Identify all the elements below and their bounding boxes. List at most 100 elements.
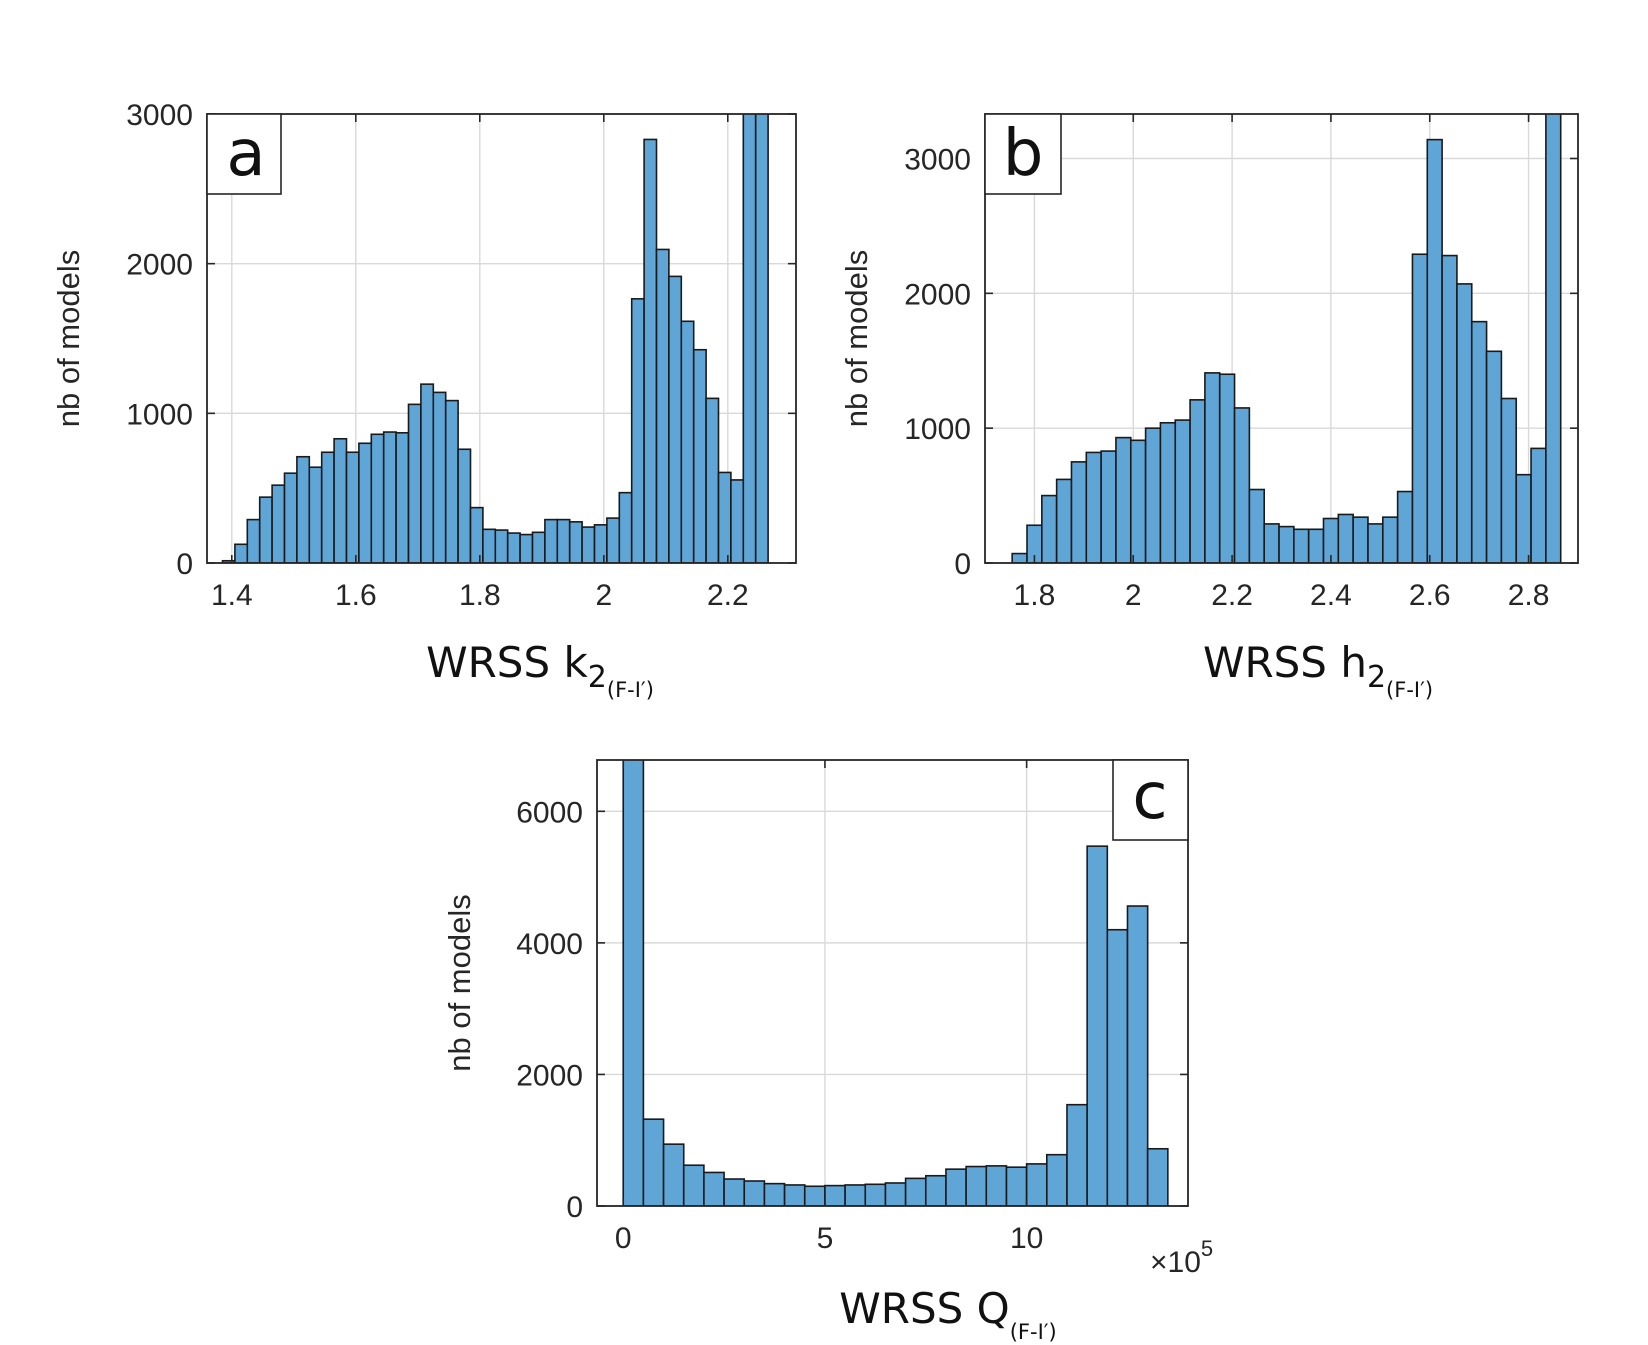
x-tick-label: 1.6: [335, 579, 377, 612]
histogram-bar: [662, 1143, 685, 1206]
histogram-bar: [1126, 905, 1149, 1206]
histogram-bar: [642, 1118, 665, 1206]
histogram-bar: [482, 528, 497, 563]
histogram-bar: [382, 431, 397, 563]
histogram-bar: [1106, 928, 1129, 1206]
histogram-bar: [370, 433, 385, 563]
histogram-bar: [1011, 552, 1028, 563]
histogram-bar: [643, 138, 658, 563]
bars: [221, 114, 769, 563]
axes-frame: [596, 759, 1189, 1207]
y-tick-label: 2000: [516, 1059, 583, 1092]
histogram-bar: [1055, 478, 1073, 563]
y-tick-label: 1000: [126, 398, 193, 431]
histogram-bar: [1530, 447, 1547, 563]
x-tick-label: 2.8: [1508, 579, 1550, 612]
histogram-bar: [1263, 523, 1280, 563]
histogram-bar: [606, 517, 621, 563]
histogram-bar: [622, 760, 645, 1206]
x-axis-label: WRSS h2(F-I′): [1203, 638, 1433, 702]
histogram-bar: [1085, 451, 1102, 563]
histogram-bar: [904, 1177, 927, 1206]
histogram-bar: [1500, 397, 1518, 563]
histogram-bar: [308, 466, 323, 563]
y-tick-label: 3000: [126, 99, 193, 132]
histogram-bar: [1070, 461, 1088, 563]
x-tick-label: 2.2: [1211, 579, 1253, 612]
histogram-bar: [568, 521, 583, 563]
histogram-bar: [763, 1182, 786, 1206]
histogram-bar: [1005, 1166, 1028, 1206]
y-tick-label: 4000: [516, 928, 583, 961]
x-axis-label: WRSS k2(F-I′): [426, 638, 654, 702]
histogram-bar: [1307, 528, 1325, 563]
histogram-bar: [1146, 1147, 1169, 1206]
histogram-bar: [333, 437, 348, 563]
histogram-bar: [730, 479, 745, 563]
histogram-bar: [844, 1184, 867, 1206]
histogram-bar: [457, 448, 472, 563]
histogram-bar: [420, 383, 435, 563]
histogram-bar: [1233, 407, 1251, 563]
y-tick-label: 6000: [516, 796, 583, 829]
histogram-bar: [743, 1180, 766, 1206]
panel-label-box: [1112, 759, 1189, 841]
histogram-bar: [271, 484, 286, 563]
x-tick-label: 10: [1010, 1222, 1043, 1255]
histogram-bar: [258, 496, 273, 563]
histogram-bar: [717, 471, 732, 563]
histogram-bar: [1066, 1103, 1088, 1206]
histogram-bar: [655, 248, 670, 563]
histogram-bar: [432, 391, 447, 563]
histogram-bar: [1086, 845, 1109, 1206]
histogram-bar: [1515, 473, 1532, 563]
histogram-bar: [1204, 372, 1221, 563]
histogram-bar: [296, 455, 311, 563]
x-axis-multiplier: ×105: [1150, 1236, 1213, 1279]
panel-label: a: [226, 117, 265, 191]
y-tick-label: 3000: [904, 143, 971, 176]
histogram-bar: [705, 397, 720, 563]
histogram-bar: [1352, 516, 1369, 563]
histogram-bar: [246, 518, 261, 563]
y-axis-label: nb of models: [839, 250, 874, 428]
axes-frame: [984, 113, 1579, 564]
histogram-bar: [1470, 320, 1488, 563]
panel-c: 0 5 10 0 2000 4000 6000 nb of models WRSS Q(F-I′…: [442, 759, 1213, 1344]
x-tick-label: 2.4: [1310, 579, 1352, 612]
y-tick-label: 2000: [126, 249, 193, 282]
histogram-bar: [668, 275, 683, 563]
axes-frame: [206, 113, 797, 564]
histogram-bar: [358, 442, 373, 563]
y-tick-label: 1000: [904, 413, 971, 446]
histogram-bar: [864, 1183, 887, 1206]
histogram-bar: [630, 298, 645, 563]
histogram-bar: [783, 1184, 806, 1206]
histogram-bar: [803, 1185, 826, 1206]
y-tick-label: 2000: [904, 278, 971, 311]
panel-label-box: [206, 113, 282, 195]
histogram-bar: [1382, 516, 1399, 563]
y-axis-label: nb of models: [51, 250, 86, 428]
histogram-bar: [494, 529, 509, 563]
histogram-bar: [1129, 439, 1147, 563]
histogram-bar: [1115, 436, 1132, 563]
histogram-bar: [469, 506, 484, 563]
x-tick-label: 1.4: [211, 579, 253, 612]
histogram-bar: [682, 1164, 705, 1206]
histogram-bar: [407, 403, 422, 563]
histogram-bar: [593, 524, 608, 563]
histogram-bar: [1426, 138, 1443, 563]
histogram-bar: [754, 114, 769, 563]
histogram-bar: [1367, 523, 1384, 563]
histogram-bar: [556, 518, 571, 563]
histogram-bar: [519, 533, 534, 563]
y-tick-label: 0: [176, 548, 193, 581]
x-tick-label: 5: [817, 1222, 834, 1255]
panel-b: 1.8 2 2.2 2.4 2.6 2.8 0 1000 2000 3000 nb of model…: [839, 113, 1579, 702]
histogram-bar: [1025, 1163, 1048, 1206]
histogram-bar: [723, 1178, 746, 1206]
histogram-bar: [283, 472, 298, 563]
histogram-bar: [985, 1165, 1008, 1206]
